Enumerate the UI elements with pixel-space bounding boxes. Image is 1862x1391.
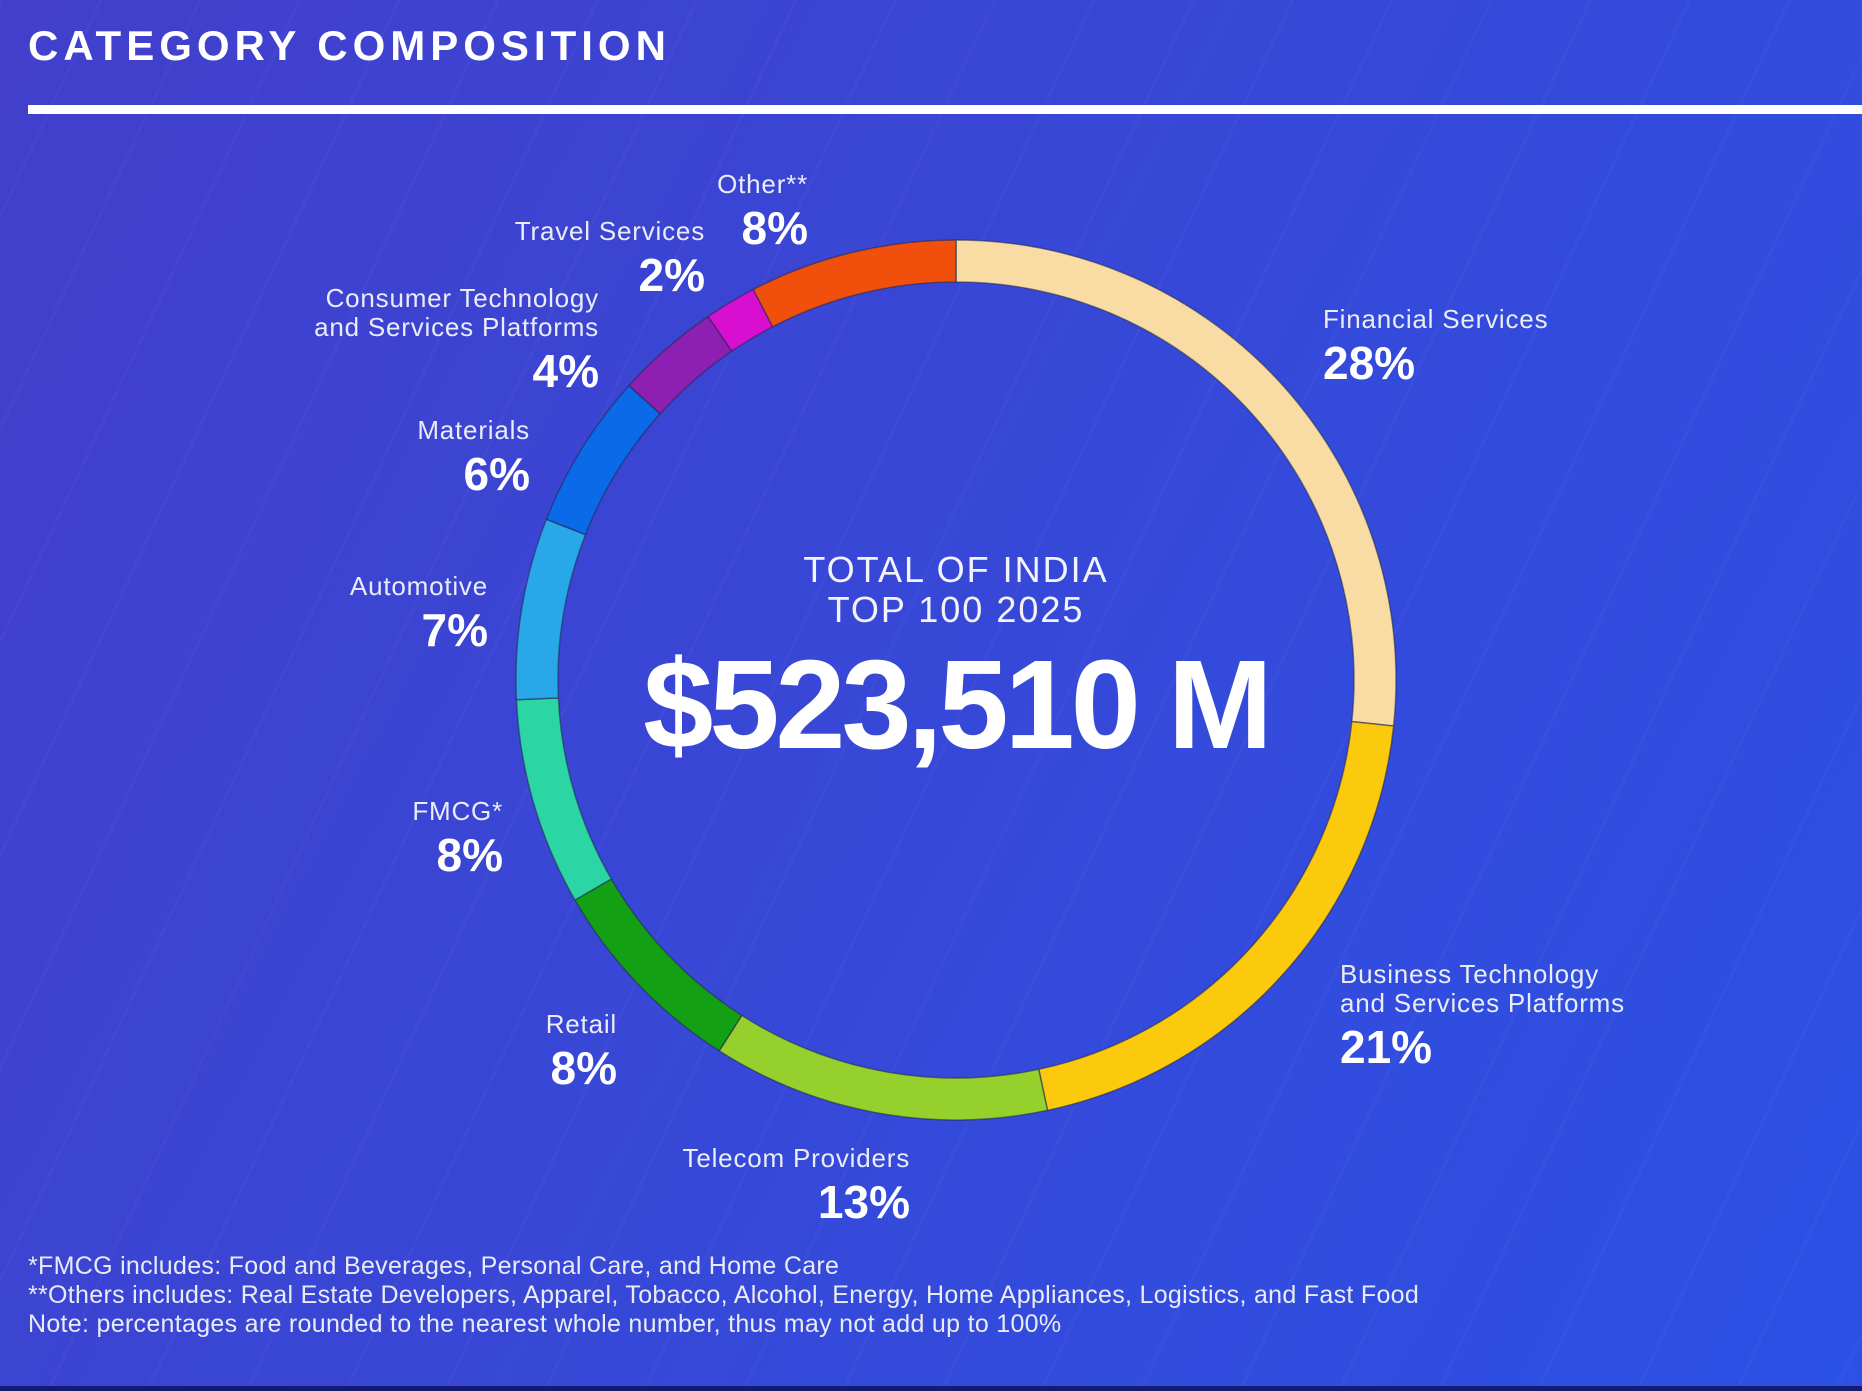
segment-percentage: 4% <box>532 345 599 397</box>
segment-name: FMCG* <box>412 796 503 826</box>
donut-segment-other <box>752 239 957 328</box>
segment-percentage: 13% <box>817 1176 910 1228</box>
segment-label-materials: Materials 6% <box>417 415 530 500</box>
segment-name: Consumer Technology <box>325 283 599 313</box>
donut-center-label: TOTAL OF INDIA TOP 100 2025 $523,510 M <box>506 549 1406 775</box>
segment-percentage: 21% <box>1340 1021 1433 1073</box>
segment-percentage: 6% <box>463 448 530 500</box>
segment-name: Other** <box>717 169 808 199</box>
page-title: CATEGORY COMPOSITION <box>28 22 671 69</box>
segment-name: Retail <box>545 1009 617 1039</box>
footnote-others: **Others includes: Real Estate Developer… <box>28 1281 1420 1309</box>
donut-segment-consumer-technology <box>627 315 733 415</box>
segment-label-business-technology: Business Technology and Services Platform… <box>1340 959 1625 1073</box>
segment-percentage: 8% <box>741 202 808 254</box>
segment-label-consumer-technology: Consumer Technology and Services Platform… <box>314 283 599 397</box>
segment-label-other: Other** 8% <box>717 169 808 254</box>
segment-name: Business Technology <box>1340 959 1599 989</box>
segment-percentage: 8% <box>436 829 503 881</box>
donut-segment-materials <box>545 384 662 536</box>
segment-name: and Services Platforms <box>1340 988 1625 1018</box>
center-label-line2: TOP 100 2025 <box>827 589 1085 630</box>
segment-name: Telecom Providers <box>682 1143 910 1173</box>
segment-percentage: 2% <box>638 249 705 301</box>
footnote-rounding: Note: percentages are rounded to the nea… <box>28 1310 1062 1338</box>
segment-label-financial-services: Financial Services 28% <box>1323 304 1549 389</box>
segment-name: Travel Services <box>514 216 705 246</box>
total-value: $523,510 M <box>643 634 1273 775</box>
segment-name: Financial Services <box>1323 304 1549 334</box>
segment-label-retail: Retail 8% <box>545 1009 617 1094</box>
center-label-line1: TOTAL OF INDIA <box>803 549 1109 590</box>
segment-label-telecom-providers: Telecom Providers 13% <box>682 1143 910 1228</box>
segment-percentage: 8% <box>550 1042 617 1094</box>
segment-label-fmcg: FMCG* 8% <box>412 796 503 881</box>
segment-percentage: 7% <box>421 604 488 656</box>
segment-name: and Services Platforms <box>314 312 599 342</box>
bottom-accent-bar <box>0 1386 1862 1391</box>
footnotes: *FMCG includes: Food and Beverages, Pers… <box>28 1252 1419 1339</box>
segment-label-automotive: Automotive 7% <box>349 571 488 656</box>
donut-segment-telecom-providers <box>718 1014 1049 1121</box>
footnote-fmcg: *FMCG includes: Food and Beverages, Pers… <box>28 1252 840 1280</box>
segment-name: Automotive <box>349 571 488 601</box>
title-divider <box>28 105 1862 114</box>
segment-label-travel-services: Travel Services 2% <box>514 216 705 301</box>
segment-percentage: 28% <box>1323 337 1416 389</box>
segment-name: Materials <box>417 415 530 445</box>
